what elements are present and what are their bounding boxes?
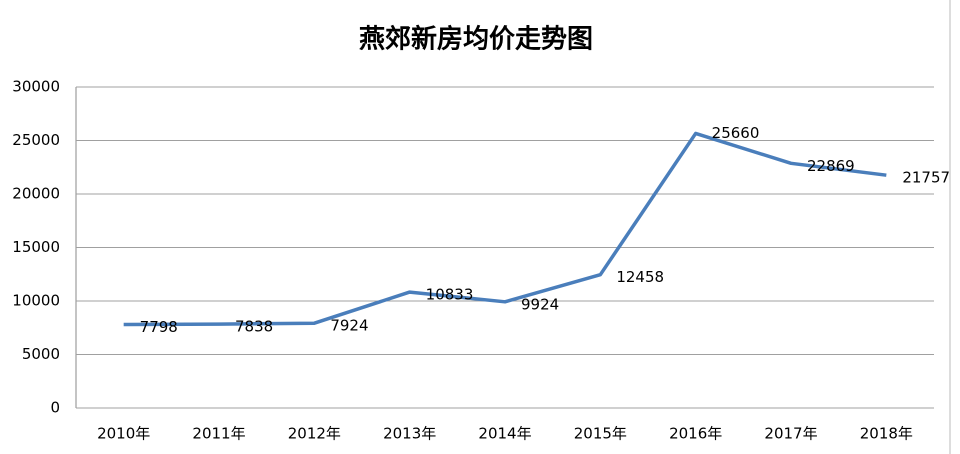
x-tick-label: 2018年 xyxy=(860,425,913,443)
data-label: 7798 xyxy=(140,318,178,336)
x-tick-label: 2014年 xyxy=(478,425,531,443)
y-tick-label: 20000 xyxy=(12,185,60,203)
data-label: 7838 xyxy=(235,318,273,336)
data-label: 7924 xyxy=(330,317,368,335)
data-label: 22869 xyxy=(807,157,855,175)
y-tick-label: 5000 xyxy=(22,345,60,363)
y-tick-label: 10000 xyxy=(12,292,60,310)
y-tick-label: 0 xyxy=(50,399,60,417)
y-tick-label: 25000 xyxy=(12,131,60,149)
data-label: 10833 xyxy=(426,286,474,304)
data-label: 21757 xyxy=(902,169,950,187)
data-label: 12458 xyxy=(616,268,664,286)
x-tick-label: 2010年 xyxy=(97,425,150,443)
y-tick-label: 30000 xyxy=(12,78,60,96)
data-label: 25660 xyxy=(712,124,760,142)
x-tick-label: 2011年 xyxy=(192,425,245,443)
x-tick-label: 2015年 xyxy=(574,425,627,443)
x-tick-label: 2013年 xyxy=(383,425,436,443)
x-tick-label: 2012年 xyxy=(288,425,341,443)
chart-title: 燕郊新房均价走势图 xyxy=(359,24,593,55)
line xyxy=(123,131,887,327)
x-tick-label: 2016年 xyxy=(669,425,722,443)
data-label: 9924 xyxy=(521,295,559,313)
y-tick-label: 15000 xyxy=(12,238,60,256)
x-tick-label: 2017年 xyxy=(764,425,817,443)
